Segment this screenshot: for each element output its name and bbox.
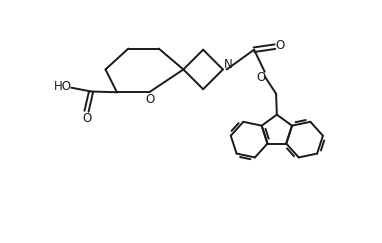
- Text: O: O: [82, 112, 91, 125]
- Text: O: O: [275, 39, 285, 52]
- Text: HO: HO: [54, 80, 72, 93]
- Text: O: O: [256, 71, 265, 84]
- Text: O: O: [145, 93, 155, 106]
- Text: N: N: [224, 58, 233, 71]
